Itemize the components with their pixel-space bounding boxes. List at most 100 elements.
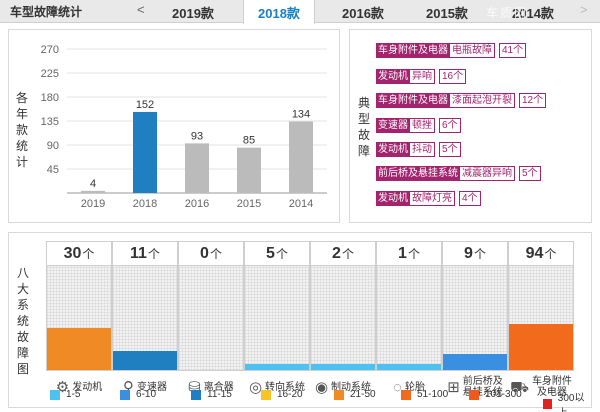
- system-name: 轮胎: [404, 381, 425, 393]
- legend-swatch: [120, 389, 130, 400]
- system-faults-panel: 八大系统故障图 30个 ⚙ 发动机 11个 ⚲ 变速器 0个 ⛁ 离合器 5个 ◎ 转向系统 2个 ◉ 制动…: [8, 232, 592, 408]
- y-tick-label: 135: [41, 116, 59, 128]
- legend-item: 1-5: [50, 389, 80, 400]
- system-name: 变速器: [137, 381, 167, 393]
- system-name: 制动系统: [331, 381, 372, 393]
- system-count-unit: 个: [275, 247, 288, 261]
- issue-item[interactable]: 车身附件及电器 电瓶故障 41个: [376, 43, 527, 58]
- system-count-value: 9: [464, 245, 473, 262]
- yearly-bar-chart: 45 90 135 180 225 270 4 2019 152 2018 93 2016 85 2015…: [41, 44, 327, 210]
- y-tick-label: 270: [41, 44, 59, 56]
- issue-count: 12个: [519, 93, 547, 108]
- issue-name: 减震器异响: [460, 166, 515, 181]
- bar-2014: [289, 121, 313, 193]
- system-count-unit: 个: [341, 247, 354, 261]
- system-label[interactable]: ◌ 轮胎: [376, 371, 442, 403]
- system-label[interactable]: ⛟ 车身附件 及电器: [508, 371, 574, 403]
- system-column[interactable]: 9个: [442, 241, 508, 371]
- system-label[interactable]: ◎ 转向系统: [244, 371, 310, 403]
- legend-swatch: [191, 389, 201, 400]
- bar-2016: [185, 143, 209, 193]
- page-title: 车型故障统计: [10, 5, 83, 19]
- system-column[interactable]: 1个: [376, 241, 442, 371]
- system-count: 94个: [509, 242, 573, 266]
- tab-2014[interactable]: 2014款: [512, 6, 554, 21]
- issue-item[interactable]: 车身附件及电器 漆面起泡开裂 12个: [376, 93, 547, 108]
- legend-swatch: [334, 389, 344, 400]
- system-column[interactable]: 5个: [244, 241, 310, 371]
- system-fill-bar: [245, 364, 309, 370]
- data-label: 152: [136, 99, 154, 111]
- system-count: 9个: [443, 242, 507, 266]
- issue-name: 异响: [410, 69, 435, 84]
- legend-label: 6-10: [136, 389, 157, 400]
- y-tick-label: 225: [41, 68, 59, 80]
- system-count-unit: 个: [147, 247, 160, 261]
- tab-2018[interactable]: 2018款: [243, 0, 315, 24]
- tab-2019[interactable]: 2019款: [172, 6, 214, 21]
- tab-2016[interactable]: 2016款: [342, 6, 384, 21]
- watermark: 车质网: [486, 6, 529, 20]
- system-column[interactable]: 30个: [46, 241, 112, 371]
- system-count: 2个: [311, 242, 375, 266]
- legend-label: 101-300: [485, 389, 522, 400]
- issue-item[interactable]: 发动机 抖动 5个: [376, 142, 461, 157]
- system-count-unit: 个: [407, 247, 420, 261]
- bar-2019: [81, 190, 105, 193]
- issue-item[interactable]: 变速器 顿挫 6个: [376, 118, 461, 133]
- prev-arrow-icon[interactable]: <: [137, 2, 145, 17]
- legend-item: 51-100: [401, 389, 448, 400]
- data-label: 85: [243, 135, 255, 147]
- issue-count: 6个: [439, 118, 461, 133]
- issue-name: 抖动: [410, 142, 435, 157]
- issue-category: 车身附件及电器: [376, 43, 450, 58]
- system-column[interactable]: 11个: [112, 241, 178, 371]
- system-label[interactable]: ⚲ 变速器: [112, 371, 178, 403]
- system-name: 车身附件 及电器: [531, 376, 572, 398]
- issue-item[interactable]: 前后桥及悬挂系统 减震器异响 5个: [376, 166, 541, 181]
- system-count: 1个: [377, 242, 441, 266]
- legend-item: 16-20: [261, 389, 303, 400]
- issue-item[interactable]: 发动机 故障灯亮 4个: [376, 191, 481, 206]
- system-count: 5个: [245, 242, 309, 266]
- system-column[interactable]: 0个: [178, 241, 244, 371]
- system-name: 离合器: [203, 381, 234, 393]
- typical-issues-panel: 典型故障 车身附件及电器 电瓶故障 41个 发动机 异响 16个 车身附件及电器漆面起泡开裂…: [349, 29, 592, 223]
- issue-name: 漆面起泡开裂: [450, 93, 515, 108]
- x-tick-label: 2015: [237, 198, 261, 210]
- system-count: 0个: [179, 242, 243, 266]
- steering-wheel-icon: ◎: [248, 378, 263, 396]
- issue-item[interactable]: 发动机 异响 16个: [376, 69, 467, 84]
- issue-category: 发动机: [376, 191, 410, 206]
- legend-label: 11-15: [207, 389, 232, 400]
- system-faults-label: 八大系统故障图: [16, 266, 29, 376]
- typical-issues-label: 典型故障: [357, 96, 370, 158]
- tab-2015[interactable]: 2015款: [426, 6, 468, 21]
- system-label[interactable]: ◉ 制动系统: [310, 371, 376, 403]
- system-fill-bar: [113, 351, 177, 370]
- legend-item: 11-15: [191, 389, 232, 400]
- system-fill-bar: [377, 364, 441, 370]
- legend-label: 51-100: [417, 389, 449, 400]
- system-count-unit: 个: [82, 247, 95, 261]
- legend-swatch: [50, 389, 60, 400]
- issue-name: 电瓶故障: [450, 43, 495, 58]
- system-column[interactable]: 94个: [508, 241, 574, 371]
- legend-item: 300以上: [543, 389, 590, 412]
- issue-category: 前后桥及悬挂系统: [376, 166, 460, 181]
- system-count-value: 2: [332, 245, 341, 262]
- system-label[interactable]: ⊞ 前后桥及 悬挂系统: [442, 371, 508, 403]
- tire-icon: ◌: [393, 378, 402, 396]
- system-column[interactable]: 2个: [310, 241, 376, 371]
- system-count-value: 94: [525, 245, 544, 262]
- y-tick-label: 90: [47, 140, 59, 152]
- next-arrow-icon[interactable]: >: [580, 2, 588, 17]
- bar-2015: [237, 147, 261, 193]
- system-fill-bar: [509, 324, 573, 370]
- legend-label: 16-20: [277, 389, 303, 400]
- system-count-unit: 个: [473, 247, 486, 261]
- gearshift-icon: ⚲: [123, 378, 134, 396]
- system-count: 30个: [47, 242, 111, 266]
- yearly-chart-panel: 各年款统计 45 90 135 180 225 270 4 2019 152 2018 93 2016…: [8, 29, 340, 223]
